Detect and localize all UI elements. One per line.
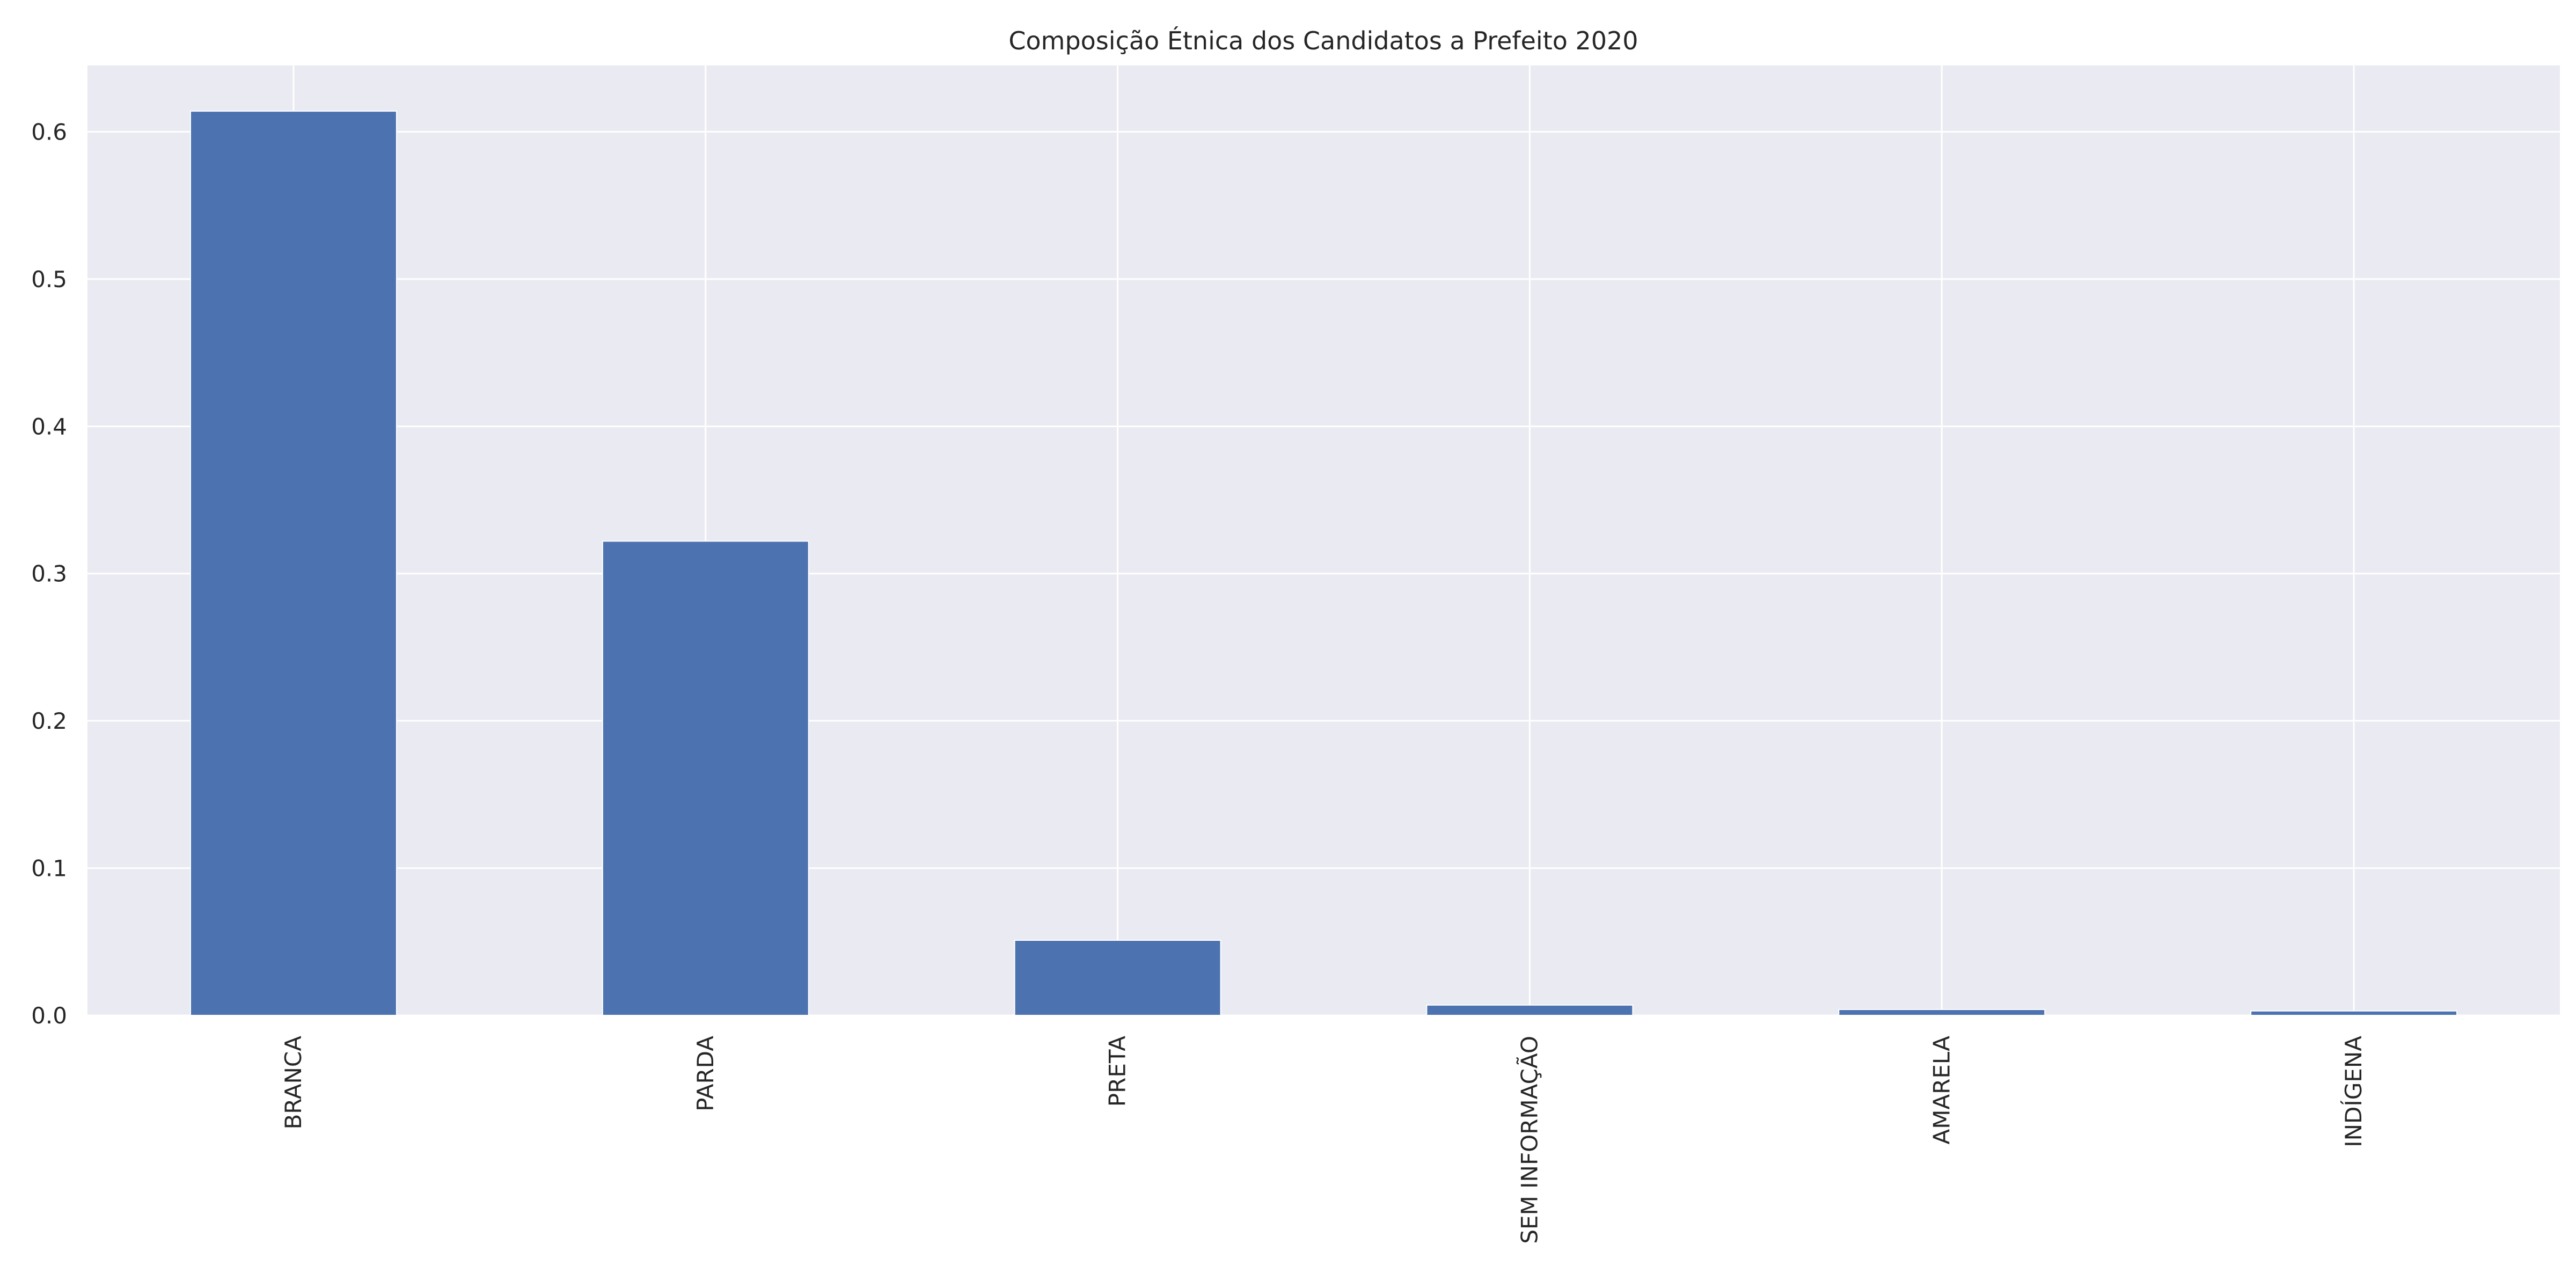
bars [189, 111, 2458, 1016]
x-tick-label: PARDA [692, 1036, 719, 1111]
plot-area [87, 65, 2560, 1015]
y-tick-label: 0.5 [31, 266, 67, 292]
x-tick-label: SEM INFORMAÇÃO [1516, 1036, 1542, 1244]
y-tick-label: 0.4 [31, 413, 67, 440]
x-tick-label: PRETA [1104, 1036, 1131, 1107]
bar [2250, 1010, 2458, 1016]
y-axis-ticks: 0.0 0.1 0.2 0.3 0.4 0.5 0.6 [31, 119, 67, 1029]
x-tick-label: BRANCA [280, 1036, 306, 1130]
bar [602, 540, 809, 1016]
chart-title: Composição Étnica dos Candidatos a Prefe… [1008, 26, 1638, 55]
bar [1838, 1009, 2046, 1016]
x-tick-label: AMARELA [1928, 1036, 1955, 1145]
x-axis-ticks: BRANCA PARDA PRETA SEM INFORMAÇÃO AMARELA IND… [280, 1036, 2367, 1244]
y-tick-label: 0.0 [31, 1002, 67, 1029]
y-tick-label: 0.2 [31, 708, 67, 734]
bar [1014, 940, 1221, 1016]
y-tick-label: 0.1 [31, 855, 67, 882]
bar [1426, 1004, 1634, 1016]
y-tick-label: 0.3 [31, 561, 67, 587]
x-tick-label: INDÍGENA [2340, 1036, 2367, 1147]
bar [189, 111, 397, 1016]
gridlines [87, 65, 2560, 1016]
y-tick-label: 0.6 [31, 119, 67, 145]
